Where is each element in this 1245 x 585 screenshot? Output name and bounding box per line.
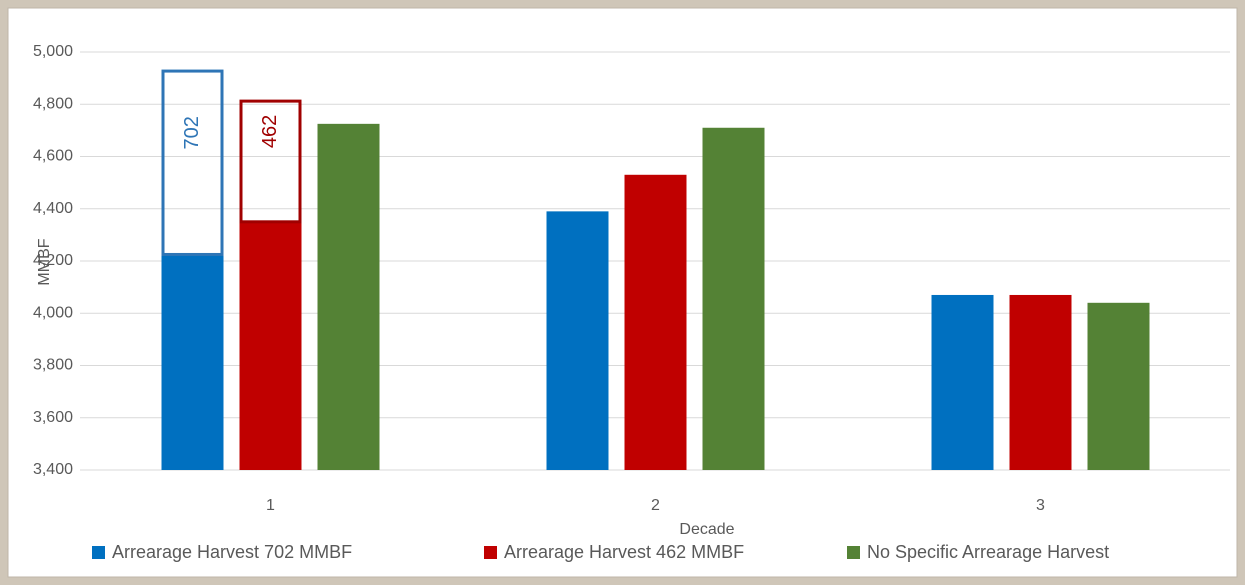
stacked-outline-box xyxy=(161,69,224,256)
bar xyxy=(1009,294,1072,470)
x-tick-label: 1 xyxy=(266,497,275,514)
x-tick-label: 3 xyxy=(1036,497,1045,514)
legend-swatch xyxy=(92,546,105,559)
data-label: 462 xyxy=(259,115,281,148)
x-axis-title: Decade xyxy=(679,521,734,538)
y-tick-label: 4,400 xyxy=(33,200,73,217)
bar xyxy=(161,254,224,470)
y-tick-label: 3,600 xyxy=(33,409,73,426)
legend-swatch xyxy=(847,546,860,559)
y-tick-label: 4,200 xyxy=(33,252,73,269)
legend-swatch xyxy=(484,546,497,559)
y-tick-label: 3,400 xyxy=(33,461,73,478)
bar xyxy=(317,123,380,470)
bar xyxy=(624,174,687,470)
y-tick-label: 4,000 xyxy=(33,304,73,321)
data-label: 702 xyxy=(181,116,203,149)
y-tick-label: 3,800 xyxy=(33,357,73,374)
bar xyxy=(239,221,302,470)
legend-label: Arrearage Harvest 462 MMBF xyxy=(504,542,744,562)
bar xyxy=(931,294,994,470)
legend-label: Arrearage Harvest 702 MMBF xyxy=(112,542,352,562)
x-tick-label: 2 xyxy=(651,497,660,514)
legend-label: No Specific Arrearage Harvest xyxy=(867,542,1109,562)
bar xyxy=(702,127,765,470)
stacked-outline-box xyxy=(239,99,302,224)
bar xyxy=(546,211,609,471)
y-tick-label: 4,800 xyxy=(33,95,73,112)
y-axis-title: MMBF xyxy=(36,238,53,285)
bar xyxy=(1087,302,1150,470)
y-tick-label: 5,000 xyxy=(33,43,73,60)
y-tick-label: 4,600 xyxy=(33,148,73,165)
